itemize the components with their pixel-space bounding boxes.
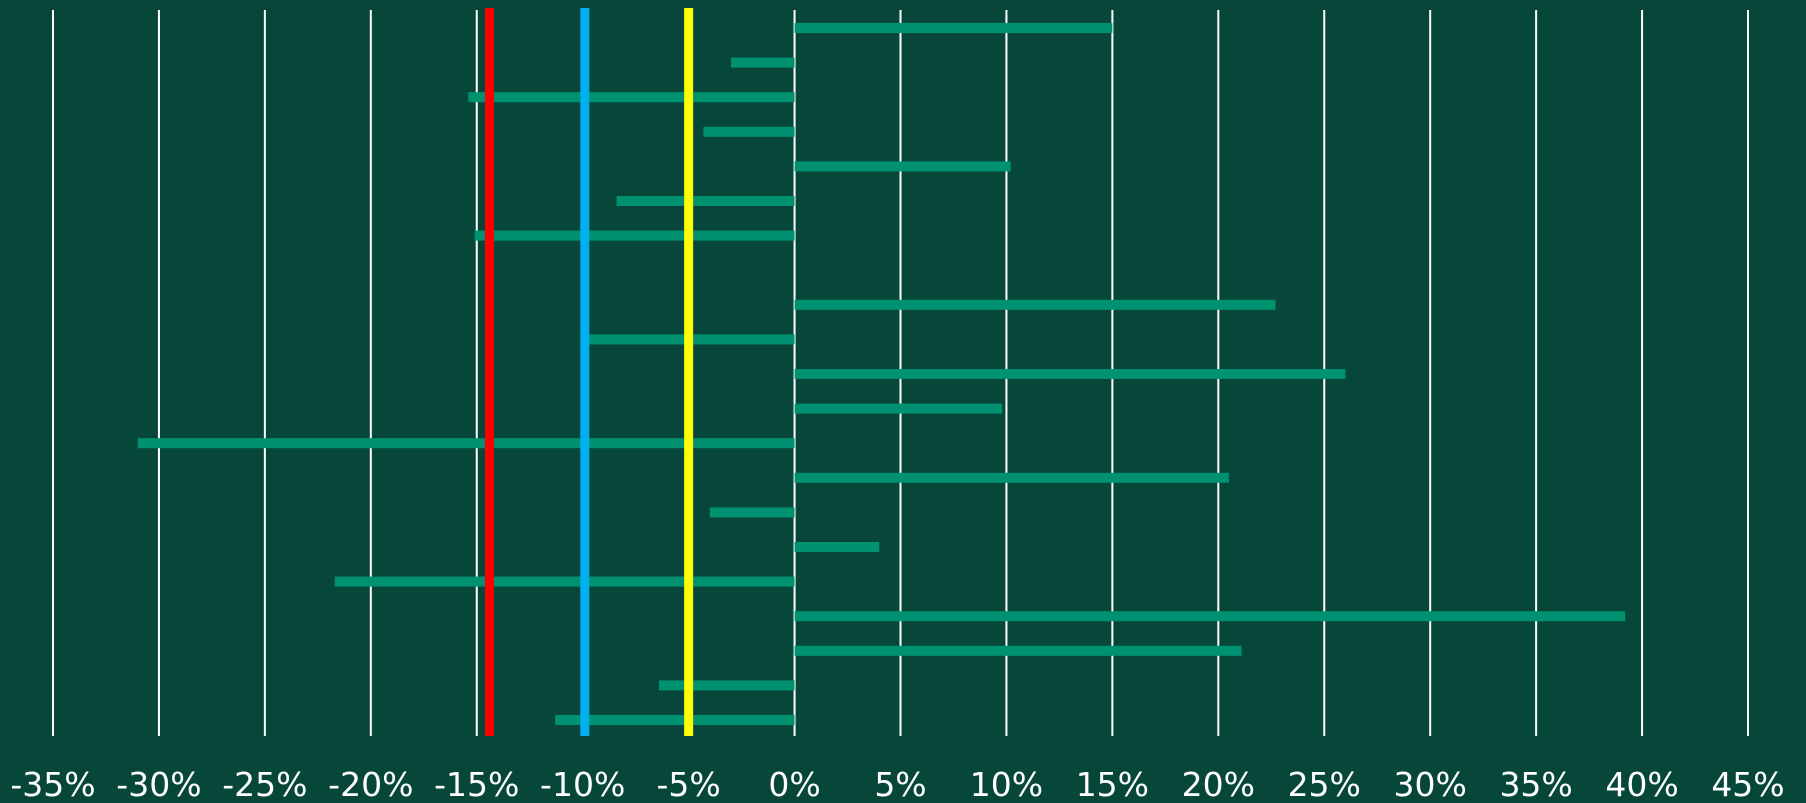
x-tick-label: -20% xyxy=(328,765,413,803)
x-tick-label: -15% xyxy=(434,765,519,803)
reference-line xyxy=(684,8,694,736)
bar xyxy=(334,576,795,587)
x-tick-label: 25% xyxy=(1288,765,1361,803)
x-tick-label: 40% xyxy=(1605,765,1678,803)
x-tick-label: 20% xyxy=(1182,765,1255,803)
x-tick-label: 10% xyxy=(970,765,1043,803)
x-tick-label: -10% xyxy=(540,765,625,803)
bar xyxy=(794,472,1229,483)
bar xyxy=(794,23,1113,33)
bar xyxy=(137,438,795,449)
x-tick-label: 45% xyxy=(1711,765,1784,803)
bar xyxy=(555,715,795,725)
x-axis-ticks: -35% -30% -25% -20% -15% -10% -5% 0% 5% 10% 15% 20%… xyxy=(10,765,1784,803)
bar xyxy=(794,611,1626,622)
bar xyxy=(794,645,1242,656)
bar xyxy=(731,57,795,68)
x-tick-label: 15% xyxy=(1076,765,1149,803)
x-tick-label: -30% xyxy=(116,765,201,803)
bar xyxy=(794,161,1011,172)
bar xyxy=(794,403,1003,414)
bar xyxy=(703,126,795,137)
x-tick-label: 35% xyxy=(1499,765,1572,803)
bar xyxy=(709,507,795,518)
bar xyxy=(474,230,795,241)
reference-line xyxy=(580,8,590,736)
bar xyxy=(468,92,795,103)
bar xyxy=(658,680,795,691)
reference-line xyxy=(484,8,494,736)
bar xyxy=(616,196,795,206)
x-tick-label: -25% xyxy=(222,765,307,803)
x-tick-label: 5% xyxy=(874,765,926,803)
x-tick-label: -5% xyxy=(656,765,720,803)
bar xyxy=(794,299,1276,310)
x-tick-label: 0% xyxy=(768,765,820,803)
bars xyxy=(137,23,1626,725)
x-tick-label: -35% xyxy=(10,765,95,803)
reference-lines xyxy=(484,8,694,736)
bar xyxy=(794,369,1346,379)
x-tick-label: 30% xyxy=(1394,765,1467,803)
bar xyxy=(794,542,880,552)
